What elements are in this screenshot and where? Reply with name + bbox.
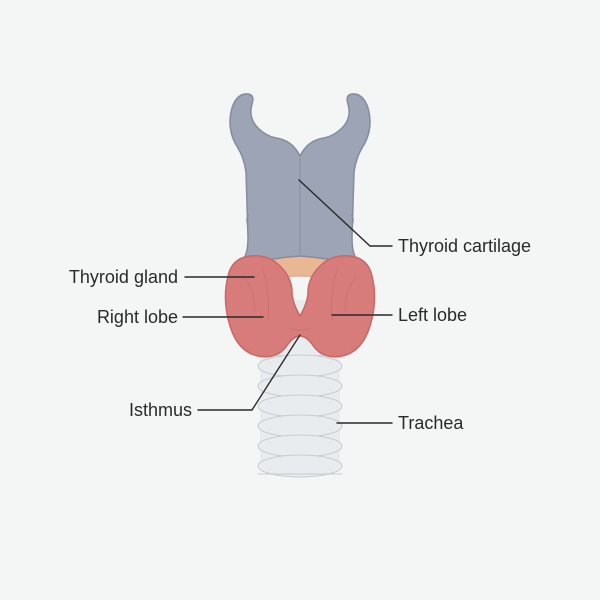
thyroid-cartilage-shape <box>230 94 370 266</box>
label-thyroid-gland: Thyroid gland <box>69 267 178 288</box>
label-right-lobe: Right lobe <box>97 307 178 328</box>
thyroid-anatomy-diagram <box>0 0 600 600</box>
label-trachea: Trachea <box>398 413 463 434</box>
label-left-lobe: Left lobe <box>398 305 467 326</box>
label-isthmus: Isthmus <box>129 400 192 421</box>
label-thyroid-cartilage: Thyroid cartilage <box>398 236 531 257</box>
